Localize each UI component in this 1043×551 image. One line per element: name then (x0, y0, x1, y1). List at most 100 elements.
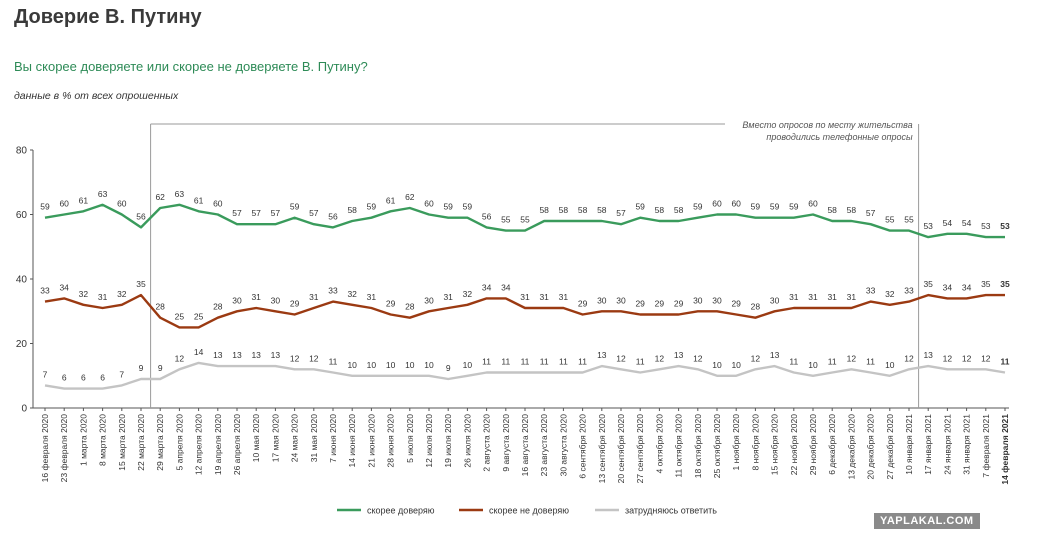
y-tick-label: 20 (16, 339, 28, 350)
data-label: 31 (520, 292, 530, 302)
series-line-1 (44, 203, 1005, 239)
data-label: 31 (559, 292, 569, 302)
chart-title: Доверие В. Путину (14, 6, 202, 28)
x-tick-label: 8 ноября 2020 (750, 414, 760, 471)
data-label: 12 (309, 353, 319, 363)
data-label: 31 (443, 292, 453, 302)
x-tick-label: 17 января 2021 (923, 414, 933, 475)
data-label: 57 (309, 208, 319, 218)
data-label: 57 (251, 208, 261, 218)
data-label: 29 (578, 298, 588, 308)
data-label: 59 (290, 202, 300, 212)
x-tick-label: 10 января 2021 (904, 414, 914, 475)
data-label: 31 (309, 292, 319, 302)
data-label: 10 (347, 360, 357, 370)
data-label: 13 (923, 350, 933, 360)
data-label: 11 (636, 357, 645, 367)
data-label: 30 (712, 295, 722, 305)
data-label: 55 (501, 215, 511, 225)
data-label: 63 (175, 189, 185, 199)
data-label: 54 (943, 218, 953, 228)
x-tick-label: 20 сентября 2020 (616, 414, 626, 484)
data-label: 32 (463, 289, 473, 299)
data-label: 58 (559, 205, 569, 215)
data-label: 12 (962, 353, 972, 363)
data-label: 62 (405, 192, 415, 202)
data-label: 28 (751, 302, 761, 312)
data-label: 60 (808, 199, 818, 209)
x-tick-label: 23 августа 2020 (539, 414, 549, 477)
x-tick-label: 2 августа 2020 (482, 414, 492, 472)
data-label: 58 (597, 205, 607, 215)
watermark: YAPLAKAL.COM (874, 513, 980, 529)
x-tick-label: 27 декабря 2020 (885, 414, 895, 480)
data-label: 57 (866, 208, 876, 218)
y-tick-label: 80 (16, 146, 28, 157)
data-label: 31 (827, 292, 837, 302)
data-label: 28 (405, 302, 415, 312)
x-tick-label: 28 июня 2020 (386, 414, 396, 468)
x-tick-label: 24 января 2021 (942, 414, 952, 475)
data-label: 31 (367, 292, 377, 302)
chart-subtitle: Вы скорее доверяете или скорее не доверя… (14, 59, 368, 74)
data-label: 59 (751, 202, 761, 212)
data-label: 57 (232, 208, 242, 218)
data-label: 12 (175, 353, 185, 363)
data-label: 31 (808, 292, 818, 302)
data-label: 11 (521, 357, 530, 367)
x-tick-label: 26 апреля 2020 (232, 414, 242, 475)
data-label: 11 (501, 357, 510, 367)
data-label: 34 (943, 282, 953, 292)
x-tick-label: 6 сентября 2020 (578, 414, 588, 479)
data-label: 11 (789, 357, 798, 367)
data-label: 30 (597, 295, 607, 305)
x-tick-label: 15 ноября 2020 (770, 414, 780, 475)
data-label: 30 (616, 295, 626, 305)
data-label: 10 (712, 360, 722, 370)
data-label: 33 (904, 286, 914, 296)
data-label: 10 (386, 360, 396, 370)
data-label: 56 (328, 211, 338, 221)
data-label: 29 (386, 298, 396, 308)
x-tick-label: 12 апреля 2020 (194, 414, 204, 475)
series-line-3 (44, 361, 1006, 390)
data-label: 32 (79, 289, 89, 299)
data-label: 12 (904, 353, 914, 363)
data-label: 29 (290, 298, 300, 308)
series-line-2 (44, 293, 1005, 329)
data-label: 58 (655, 205, 665, 215)
data-label: 9 (446, 363, 451, 373)
data-label: 28 (155, 302, 165, 312)
data-label: 33 (328, 286, 338, 296)
data-label: 9 (139, 363, 144, 373)
data-label: 10 (731, 360, 741, 370)
data-label: 30 (770, 295, 780, 305)
x-tick-label: 1 марта 2020 (78, 414, 88, 466)
data-label: 13 (271, 350, 281, 360)
x-tick-label: 31 мая 2020 (309, 414, 319, 463)
data-label: 25 (175, 311, 185, 321)
data-label: 29 (731, 298, 741, 308)
data-label: 58 (674, 205, 684, 215)
x-tick-label: 26 июля 2020 (462, 414, 472, 468)
data-label: 56 (136, 211, 146, 221)
data-label: 62 (155, 192, 165, 202)
x-tick-label: 31 января 2021 (962, 414, 972, 475)
data-label: 31 (789, 292, 799, 302)
data-label: 11 (482, 357, 491, 367)
y-tick-label: 0 (21, 404, 27, 415)
data-label: 6 (81, 373, 86, 383)
data-label: 12 (290, 353, 300, 363)
data-label: 34 (962, 282, 972, 292)
data-label: 12 (847, 353, 857, 363)
data-label: 63 (98, 189, 108, 199)
data-label: 32 (117, 289, 127, 299)
data-label: 13 (232, 350, 242, 360)
data-label: 12 (981, 353, 991, 363)
x-tick-label: 15 марта 2020 (117, 414, 127, 471)
data-label: 13 (770, 350, 780, 360)
data-label: 56 (482, 211, 492, 221)
data-label: 33 (866, 286, 876, 296)
data-label: 29 (674, 298, 684, 308)
